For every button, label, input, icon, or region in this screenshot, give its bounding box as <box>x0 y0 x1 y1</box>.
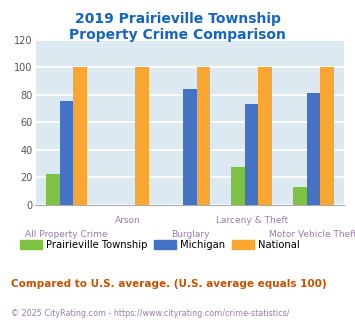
Text: Property Crime Comparison: Property Crime Comparison <box>69 28 286 42</box>
Legend: Prairieville Township, Michigan, National: Prairieville Township, Michigan, Nationa… <box>16 236 304 254</box>
Bar <box>258 67 272 205</box>
Bar <box>46 174 60 205</box>
Bar <box>293 187 307 205</box>
Bar <box>231 168 245 205</box>
Text: Compared to U.S. average. (U.S. average equals 100): Compared to U.S. average. (U.S. average … <box>11 279 326 289</box>
Text: Burglary: Burglary <box>171 230 209 239</box>
Bar <box>60 102 73 205</box>
Text: Larceny & Theft: Larceny & Theft <box>215 216 288 225</box>
Bar <box>183 89 197 205</box>
Text: 2019 Prairieville Township: 2019 Prairieville Township <box>75 12 280 25</box>
Bar <box>245 104 258 205</box>
Bar <box>197 67 210 205</box>
Bar <box>320 67 334 205</box>
Bar <box>135 67 148 205</box>
Bar <box>73 67 87 205</box>
Text: Motor Vehicle Theft: Motor Vehicle Theft <box>269 230 355 239</box>
Text: © 2025 CityRating.com - https://www.cityrating.com/crime-statistics/: © 2025 CityRating.com - https://www.city… <box>11 309 289 317</box>
Text: Arson: Arson <box>115 216 141 225</box>
Text: All Property Crime: All Property Crime <box>25 230 108 239</box>
Bar <box>307 93 320 205</box>
